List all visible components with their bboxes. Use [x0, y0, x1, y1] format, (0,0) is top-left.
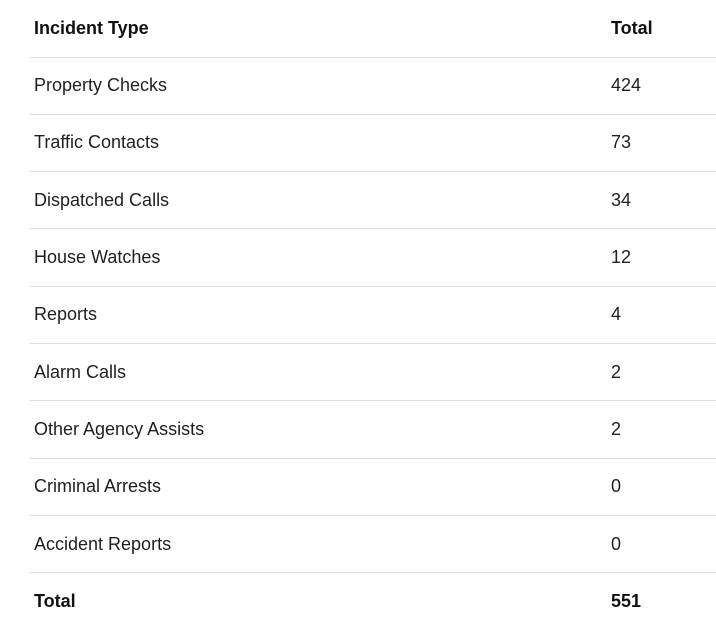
incident-total-cell: 0 — [611, 533, 622, 554]
table-row: Reports 4 — [30, 286, 716, 344]
incident-table-container: Incident Type Total Property Checks 424 … — [30, 18, 716, 611]
incident-total-cell: 73 — [611, 132, 632, 153]
table-row: Other Agency Assists 2 — [30, 401, 716, 459]
incident-table: Incident Type Total Property Checks 424 … — [30, 0, 716, 630]
total-value: 551 — [611, 590, 642, 611]
header-incident-type: Incident Type — [34, 17, 149, 38]
incident-type-cell: Property Checks — [34, 75, 168, 96]
incident-type-cell: Traffic Contacts — [34, 132, 160, 153]
table-row: Alarm Calls 2 — [30, 343, 716, 401]
incident-total-cell: 0 — [611, 476, 622, 497]
table-total-row: Total 551 — [30, 573, 716, 630]
incident-total-cell: 34 — [611, 189, 632, 210]
incident-type-cell: Dispatched Calls — [34, 189, 170, 210]
incident-total-cell: 2 — [611, 361, 622, 382]
table-row: House Watches 12 — [30, 229, 716, 287]
incident-type-cell: Criminal Arrests — [34, 476, 162, 497]
total-label: Total — [34, 590, 76, 611]
incident-type-cell: Accident Reports — [34, 533, 172, 554]
incident-total-cell: 12 — [611, 247, 632, 268]
incident-type-cell: Reports — [34, 304, 98, 325]
incident-type-cell: Other Agency Assists — [34, 418, 205, 439]
incident-type-cell: Alarm Calls — [34, 361, 127, 382]
incident-total-cell: 4 — [611, 304, 622, 325]
incident-type-cell: House Watches — [34, 247, 161, 268]
incident-total-cell: 424 — [611, 75, 642, 96]
table-header-row: Incident Type Total — [30, 0, 716, 57]
table-row: Criminal Arrests 0 — [30, 458, 716, 516]
incident-total-cell: 2 — [611, 418, 622, 439]
table-row: Traffic Contacts 73 — [30, 114, 716, 172]
table-row: Property Checks 424 — [30, 57, 716, 115]
table-row: Dispatched Calls 34 — [30, 172, 716, 229]
header-total: Total — [611, 17, 653, 38]
table-row: Accident Reports 0 — [30, 515, 716, 573]
